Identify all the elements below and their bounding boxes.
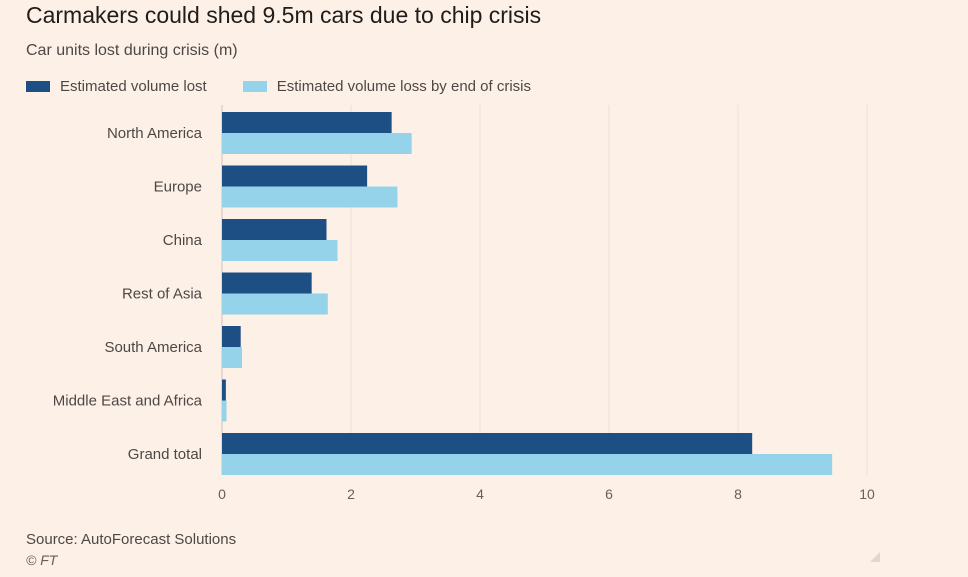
- x-tick-label-4: 4: [476, 486, 484, 502]
- x-tick-label-6: 6: [605, 486, 613, 502]
- category-label-rest-of-asia: Rest of Asia: [122, 286, 203, 303]
- ft-credit: © FT: [26, 552, 58, 568]
- x-tick-label-0: 0: [218, 486, 226, 502]
- x-tick-label-10: 10: [859, 486, 875, 502]
- x-tick-label-2: 2: [347, 486, 355, 502]
- chart-title: Carmakers could shed 9.5m cars due to ch…: [26, 2, 542, 28]
- category-label-grand-total: Grand total: [128, 446, 202, 463]
- bar-europe-series-0: [222, 165, 368, 187]
- bar-middle-east-and-africa-series-0: [222, 379, 226, 401]
- category-label-middle-east-and-africa: Middle East and Africa: [53, 393, 203, 410]
- bar-china-series-0: [222, 219, 327, 240]
- bar-grand-total-series-1: [222, 454, 833, 475]
- legend: Estimated volume lost Estimated volume l…: [26, 78, 567, 95]
- bar-china-series-1: [222, 240, 338, 261]
- category-label-china: China: [163, 232, 203, 249]
- bar-north-america-series-1: [222, 133, 412, 154]
- category-label-south-america: South America: [104, 339, 202, 356]
- resize-corner-icon: [870, 552, 880, 562]
- bar-south-america-series-0: [222, 326, 241, 347]
- legend-label-volume-loss-end: Estimated volume loss by end of crisis: [276, 78, 532, 95]
- chart-subtitle: Car units lost during crisis (m): [26, 42, 238, 59]
- legend-swatch-volume-loss-end: [242, 81, 267, 92]
- legend-item-volume-loss-end: Estimated volume loss by end of crisis: [242, 78, 532, 95]
- legend-label-volume-lost: Estimated volume lost: [60, 78, 207, 95]
- x-tick-label-8: 8: [734, 486, 742, 502]
- bar-middle-east-and-africa-series-1: [222, 400, 227, 422]
- legend-swatch-volume-lost: [26, 81, 50, 92]
- bar-grand-total-series-0: [222, 433, 753, 454]
- bar-rest-of-asia-series-0: [222, 272, 312, 294]
- source-note: Source: AutoForecast Solutions: [26, 531, 237, 548]
- category-label-north-america: North America: [107, 125, 203, 142]
- bar-south-america-series-1: [222, 347, 242, 368]
- bar-europe-series-1: [222, 186, 398, 208]
- bar-rest-of-asia-series-1: [222, 293, 328, 315]
- category-label-europe: Europe: [154, 179, 202, 196]
- bar-north-america-series-0: [222, 112, 392, 133]
- legend-item-volume-lost: Estimated volume lost: [26, 78, 207, 95]
